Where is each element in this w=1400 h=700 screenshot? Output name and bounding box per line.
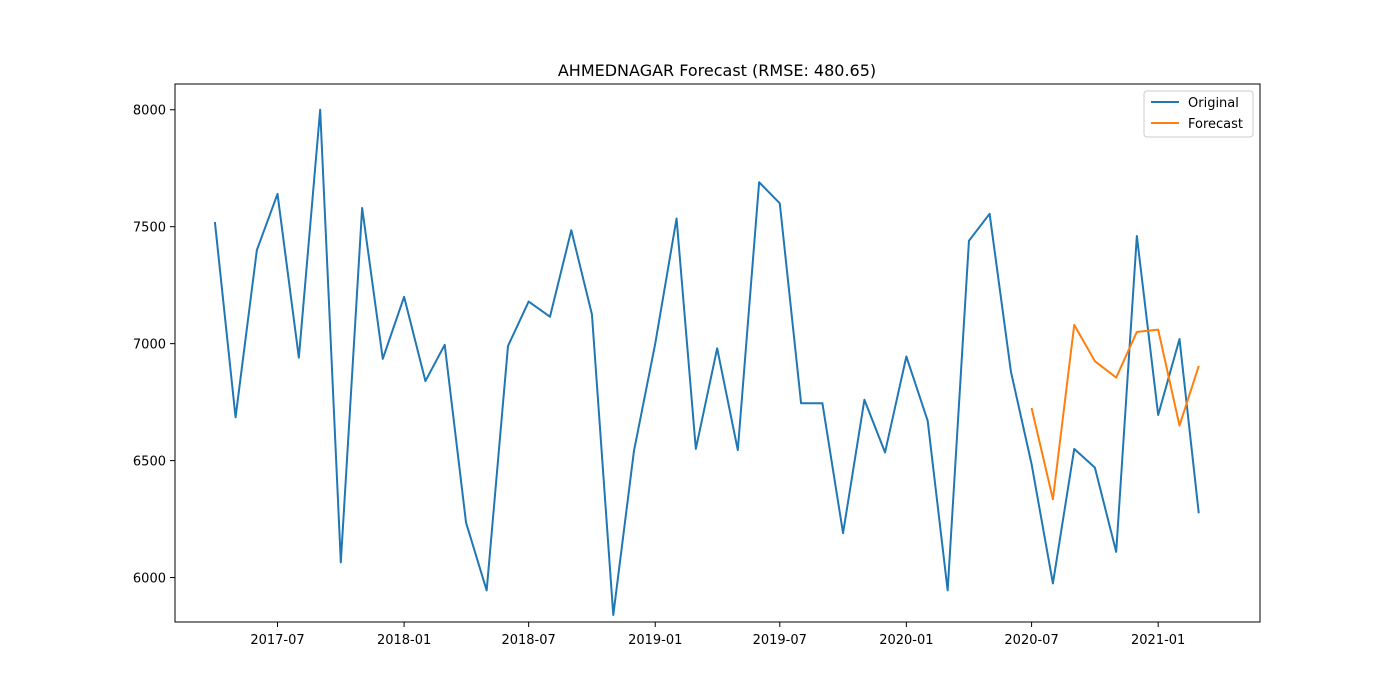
x-tick-label: 2018-07 (501, 633, 555, 648)
x-tick-label: 2020-01 (879, 633, 933, 648)
plot-area (213, 108, 1200, 616)
x-axis: 2017-07 2018-01 2018-07 2019-01 2019-07 2020-… (250, 622, 1185, 648)
x-tick-label: 2019-07 (753, 633, 807, 648)
y-tick-label: 7000 (133, 338, 166, 353)
x-tick-label: 2018-01 (377, 633, 431, 648)
y-tick-label: 6500 (133, 455, 166, 470)
x-tick-label: 2021-01 (1131, 633, 1185, 648)
series-line-forecast (1030, 323, 1200, 501)
y-tick-label: 7500 (133, 221, 166, 236)
y-tick-label: 8000 (133, 104, 166, 119)
x-tick-label: 2020-07 (1004, 633, 1058, 648)
legend-label-forecast: Forecast (1188, 117, 1243, 132)
axes-frame (174, 83, 1261, 623)
legend-label-original: Original (1188, 96, 1239, 111)
x-tick-label: 2017-07 (250, 633, 304, 648)
chart-title: AHMEDNAGAR Forecast (RMSE: 480.65) (558, 61, 876, 80)
legend: Original Forecast (1143, 90, 1254, 138)
y-axis: 6000 6500 7000 7500 8000 (133, 104, 175, 587)
x-tick-label: 2019-01 (628, 633, 682, 648)
y-tick-label: 6000 (133, 572, 166, 587)
series-line-original (213, 108, 1200, 616)
